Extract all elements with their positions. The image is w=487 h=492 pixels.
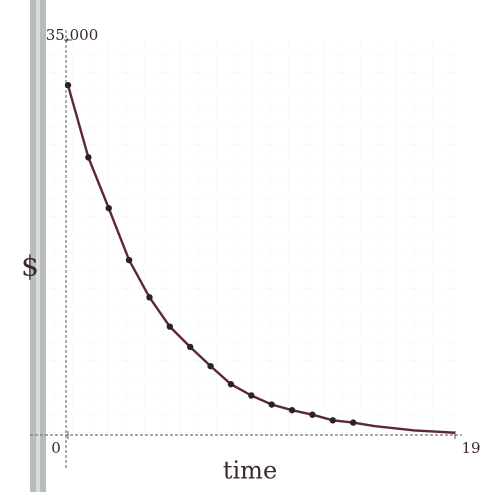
data-point bbox=[248, 392, 254, 398]
x-tick-label: 19 bbox=[461, 439, 480, 457]
chart-page: time $ 0 19 35,000 bbox=[0, 0, 487, 492]
data-point bbox=[146, 294, 152, 300]
data-point bbox=[309, 411, 315, 417]
y-axis-label: $ bbox=[21, 250, 39, 283]
graph-paper bbox=[48, 40, 458, 440]
y-tick-label: 35,000 bbox=[46, 26, 99, 44]
binding-highlight bbox=[36, 0, 40, 492]
data-point bbox=[65, 82, 71, 88]
data-point bbox=[207, 363, 213, 369]
x-tick-label: 0 bbox=[51, 439, 61, 457]
data-point bbox=[187, 344, 193, 350]
data-point bbox=[167, 323, 173, 329]
data-point bbox=[350, 419, 356, 425]
data-point bbox=[289, 407, 295, 413]
data-point bbox=[228, 381, 234, 387]
data-point bbox=[126, 257, 132, 263]
data-point bbox=[268, 401, 274, 407]
chart: time $ 0 19 35,000 bbox=[0, 0, 487, 492]
data-point bbox=[330, 417, 336, 423]
data-point bbox=[85, 154, 91, 160]
x-axis-label: time bbox=[223, 457, 277, 485]
data-point bbox=[106, 205, 112, 211]
